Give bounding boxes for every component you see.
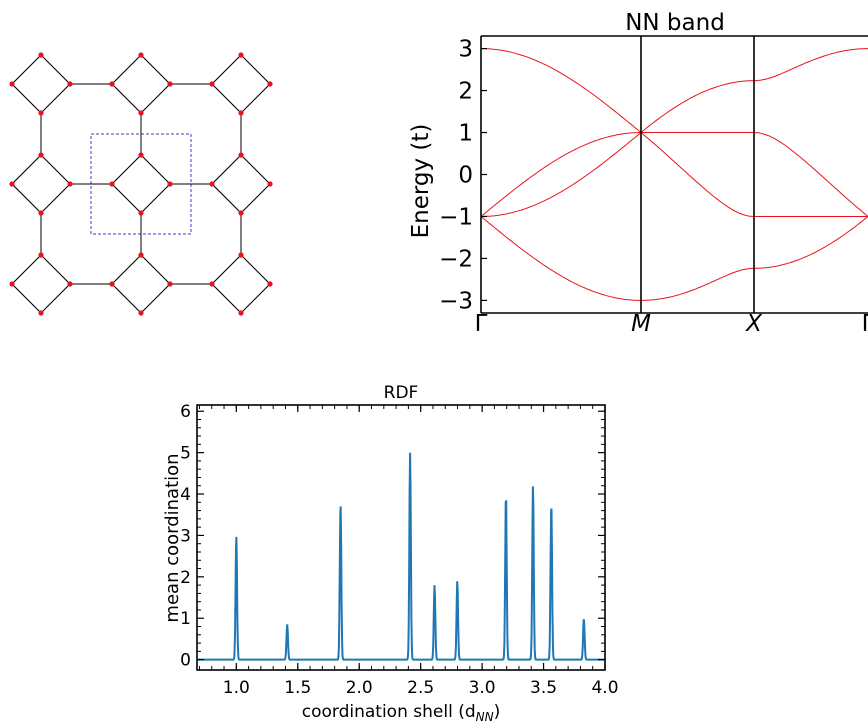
- rdf-x-tick-label: 1.5: [284, 678, 311, 698]
- band-y-tick-label: 3: [458, 37, 473, 63]
- lattice-site: [67, 181, 73, 187]
- band-y-tick-label: −1: [439, 204, 473, 230]
- lattice-site: [238, 110, 244, 116]
- rdf-y-tick-label: 4: [180, 485, 191, 505]
- lattice-site: [9, 181, 15, 187]
- band-k-label: X: [745, 311, 763, 337]
- lattice-diagram: [9, 52, 273, 316]
- lattice-site: [138, 52, 144, 58]
- square-plaquette: [11, 254, 71, 314]
- band-k-label: Γ: [475, 311, 488, 337]
- rdf-x-axis-label: coordination shell (dNN): [302, 702, 500, 724]
- band-y-tick-label: 0: [458, 163, 473, 189]
- lattice-site: [9, 281, 15, 287]
- rdf-x-tick-label: 4.0: [591, 678, 618, 698]
- band-k-label: M: [631, 311, 651, 337]
- rdf-chart-title: RDF: [384, 383, 419, 403]
- square-plaquette: [111, 54, 171, 114]
- rdf-x-label-main: coordination shell (d: [302, 702, 476, 722]
- band-y-tick-label: 2: [458, 79, 473, 105]
- lattice-site: [167, 81, 173, 87]
- lattice-site: [238, 310, 244, 316]
- rdf-x-tick-label: 2.0: [346, 678, 373, 698]
- square-plaquette: [111, 154, 171, 214]
- band-y-tick-label: −3: [439, 288, 473, 314]
- lattice-site: [209, 281, 215, 287]
- band-curves: [480, 48, 868, 301]
- rdf-y-tick-label: 1: [180, 609, 191, 629]
- rdf-curve: [197, 452, 605, 661]
- rdf-y-tick-label: 3: [180, 526, 191, 546]
- band-line-4: [481, 48, 868, 134]
- square-plaquette: [111, 254, 171, 314]
- lattice-site: [138, 152, 144, 158]
- rdf-x-tick-label: 3.5: [530, 678, 557, 698]
- lattice-site: [238, 252, 244, 258]
- band-y-axis-label: Energy (t): [408, 124, 434, 239]
- lattice-site: [38, 110, 44, 116]
- lattice-site: [9, 81, 15, 87]
- band-line-1: [480, 216, 868, 301]
- lattice-site: [38, 52, 44, 58]
- rdf-line: [197, 452, 605, 661]
- lattice-site: [167, 281, 173, 287]
- square-plaquette: [11, 154, 71, 214]
- lattice-site: [238, 52, 244, 58]
- rdf-y-tick-label: 0: [180, 651, 191, 671]
- square-plaquette: [211, 54, 271, 114]
- lattice-site: [209, 181, 215, 187]
- rdf-y-axis-label: mean coordination: [162, 453, 183, 622]
- band-y-tick-label: −2: [439, 246, 473, 272]
- band-y-tick-label: 1: [458, 121, 473, 147]
- rdf-y-tick-label: 6: [180, 402, 191, 422]
- lattice-site: [238, 152, 244, 158]
- lattice-site: [267, 181, 273, 187]
- band-structure-chart: NN band Energy (t) −3 −2 −1 0 1 2 3 Γ M X Γ: [408, 10, 868, 337]
- lattice-site: [238, 210, 244, 216]
- lattice-site: [109, 81, 115, 87]
- square-plaquette: [211, 154, 271, 214]
- lattice-site: [38, 252, 44, 258]
- rdf-y-tick-label: 5: [180, 444, 191, 464]
- rdf-x-label-sub: NN: [476, 710, 494, 724]
- square-plaquette: [11, 54, 71, 114]
- lattice-site: [109, 281, 115, 287]
- rdf-x-tick-label: 1.0: [223, 678, 250, 698]
- lattice-site: [38, 152, 44, 158]
- lattice-site: [167, 181, 173, 187]
- lattice-site: [67, 281, 73, 287]
- band-line-3: [480, 132, 868, 217]
- rdf-chart: RDF mean coordination coordination shell…: [162, 383, 619, 724]
- band-k-label: Γ: [862, 311, 868, 337]
- rdf-x-tick-label: 2.5: [407, 678, 434, 698]
- lattice-site: [267, 281, 273, 287]
- lattice-site: [138, 252, 144, 258]
- lattice-site: [67, 81, 73, 87]
- lattice-site: [38, 310, 44, 316]
- rdf-frame: [196, 404, 606, 671]
- lattice-site: [109, 181, 115, 187]
- rdf-y-tick-label: 2: [180, 568, 191, 588]
- rdf-x-tick-label: 3.0: [469, 678, 496, 698]
- lattice-site: [38, 210, 44, 216]
- lattice-site: [267, 81, 273, 87]
- lattice-site: [138, 310, 144, 316]
- rdf-axes: 1.0 1.5 2.0 2.5 3.0 3.5 4.0 0 1 2 3 4 5 6: [180, 402, 618, 698]
- lattice-site: [138, 210, 144, 216]
- square-plaquette: [211, 254, 271, 314]
- lattice-site: [209, 81, 215, 87]
- band-axes: −3 −2 −1 0 1 2 3 Γ M X Γ: [439, 35, 868, 337]
- rdf-x-label-end: ): [494, 702, 501, 722]
- band-line-2: [481, 131, 868, 217]
- lattice-site: [138, 110, 144, 116]
- band-chart-title: NN band: [625, 10, 725, 36]
